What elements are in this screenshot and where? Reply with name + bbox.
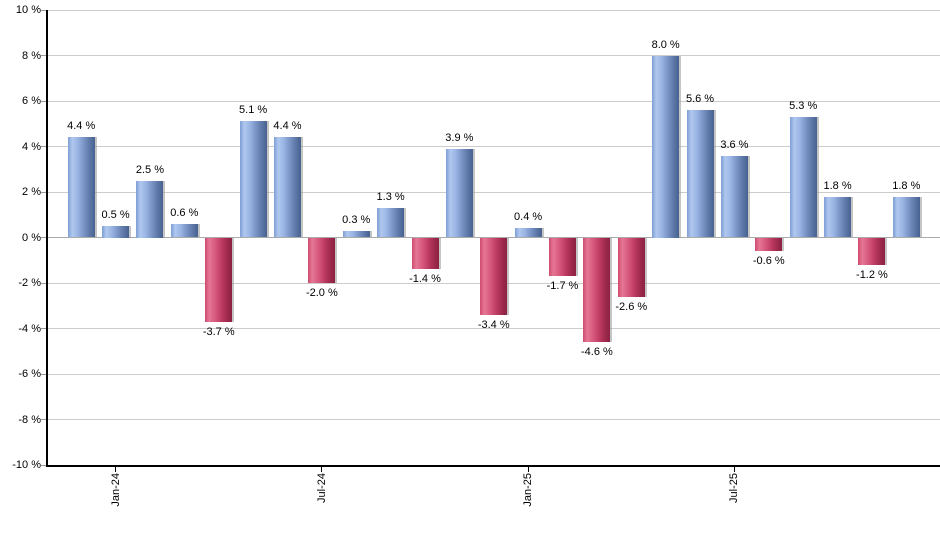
- bar: [549, 237, 577, 277]
- y-axis-label: 8 %: [22, 49, 41, 62]
- y-axis-tick: [41, 9, 46, 11]
- gridline: [48, 55, 940, 56]
- bar-value-label: 1.3 %: [376, 190, 405, 203]
- bar-value-label: 5.6 %: [685, 93, 715, 106]
- y-axis-label: 2 %: [22, 186, 41, 198]
- bar-value-label: -3.7 %: [202, 325, 235, 338]
- bar: [892, 196, 920, 238]
- bar-value-label: 4.4 %: [67, 120, 96, 133]
- bar-value-label: 4.4 %: [273, 120, 302, 133]
- bar-value-label: -1.7 %: [546, 280, 579, 293]
- bar-value-label: 2.5 %: [135, 163, 165, 176]
- bar: [67, 137, 95, 238]
- bar: [514, 228, 542, 238]
- bar: [170, 223, 198, 238]
- y-axis-tick: [41, 464, 46, 466]
- y-axis-tick: [41, 373, 46, 375]
- y-axis-tick: [41, 328, 46, 329]
- bar: [205, 237, 233, 322]
- gridline: [48, 373, 940, 375]
- bar: [136, 180, 164, 238]
- bar-value-label: 0.6 %: [170, 206, 199, 219]
- bar-value-label: 5.3 %: [789, 99, 818, 112]
- bar: [686, 110, 714, 238]
- bar-value-label: 1.8 %: [823, 179, 852, 192]
- bar-value-label: -4.6 %: [580, 346, 613, 359]
- x-axis-label: Jan-25: [522, 473, 535, 507]
- x-axis-tick: [733, 467, 735, 472]
- bar-value-label: -0.6 %: [752, 255, 785, 268]
- x-axis-tick: [527, 467, 529, 472]
- bar-value-label: 0.3 %: [342, 213, 371, 226]
- y-axis-label: 6 %: [22, 95, 41, 107]
- bar: [273, 137, 301, 238]
- bar: [617, 237, 645, 297]
- bar: [720, 155, 748, 238]
- bar: [102, 226, 130, 238]
- bar: [824, 196, 852, 238]
- y-axis-label: 0 %: [22, 231, 41, 244]
- bar: [342, 230, 370, 238]
- y-axis-line: [46, 10, 48, 467]
- y-axis-tick: [41, 55, 46, 56]
- y-axis-label: -10 %: [12, 459, 41, 471]
- bar-value-label: 3.6 %: [720, 138, 749, 151]
- bar-value-label: -2.0 %: [305, 287, 338, 299]
- x-axis-label: Jan-24: [109, 473, 122, 507]
- gridline: [48, 191, 940, 193]
- bar: [445, 148, 473, 238]
- bar: [583, 237, 611, 343]
- bar-value-label: -2.6 %: [615, 300, 648, 313]
- bar-value-label: 5.1 %: [239, 104, 268, 117]
- bar: [480, 237, 508, 315]
- x-axis-tick: [321, 467, 323, 472]
- bar-value-label: 0.4 %: [514, 211, 543, 224]
- gridline: [48, 9, 940, 11]
- gridline: [48, 419, 940, 420]
- gridline: [48, 328, 940, 329]
- bar-value-label: -3.4 %: [477, 318, 510, 331]
- bar: [858, 237, 886, 265]
- bar: [411, 237, 439, 270]
- y-axis-tick: [41, 282, 46, 284]
- bar-value-label: 3.9 %: [445, 131, 474, 144]
- bar-value-label: 1.8 %: [892, 179, 921, 192]
- y-axis-tick: [41, 237, 46, 238]
- bar: [239, 121, 267, 238]
- bar-value-label: -1.4 %: [409, 273, 441, 286]
- y-axis-tick: [41, 191, 46, 193]
- bar: [755, 237, 783, 252]
- x-axis-label: Jul-24: [315, 473, 328, 503]
- gridline: [48, 100, 940, 102]
- bar-value-label: -1.2 %: [856, 268, 888, 281]
- x-axis-tick: [115, 467, 117, 472]
- bar: [377, 207, 405, 238]
- bar-value-label: 0.5 %: [101, 209, 130, 222]
- bar-value-label: 8.0 %: [651, 38, 680, 51]
- bar: [308, 237, 336, 283]
- x-axis-line: [46, 465, 940, 467]
- y-axis-tick: [41, 419, 46, 420]
- bar: [789, 116, 817, 238]
- x-axis-label: Jul-25: [728, 473, 741, 503]
- gridline: [48, 146, 940, 147]
- y-axis-label: 4 %: [22, 140, 41, 153]
- bar: [652, 55, 680, 238]
- y-axis-label: -2 %: [18, 277, 41, 289]
- y-axis-label: -6 %: [18, 368, 41, 380]
- y-axis-tick: [41, 100, 46, 102]
- y-axis-label: -4 %: [18, 322, 41, 335]
- y-axis-label: 10 %: [15, 4, 41, 16]
- y-axis-label: -8 %: [18, 413, 41, 426]
- y-axis-tick: [41, 146, 46, 147]
